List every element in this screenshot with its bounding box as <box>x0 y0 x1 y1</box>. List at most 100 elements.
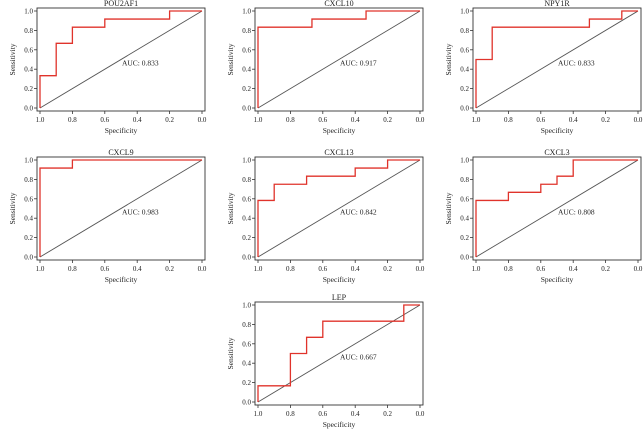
y-tick-label: 0.2 <box>242 234 251 242</box>
y-axis-label: Sensitivity <box>226 43 235 75</box>
x-tick-label: 0.4 <box>569 116 578 124</box>
x-tick-label: 0.0 <box>634 116 643 124</box>
auc-annotation: AUC: 0.667 <box>340 353 377 362</box>
roc-curve <box>257 304 420 402</box>
y-tick-label: 0.6 <box>24 46 33 54</box>
plot-frame <box>36 7 206 112</box>
x-tick-label: 1.0 <box>254 410 263 418</box>
roc-panel-cxcl9: 1.0 0.8 0.6 0.4 0.2 0.0 0.0 0.2 0.4 0.6 0.8 1.0 CXCL… <box>8 148 207 284</box>
y-tick-label: 0.6 <box>460 195 469 203</box>
x-tick-label: 0.8 <box>286 265 295 273</box>
reference-diagonal <box>39 10 203 109</box>
roc-curve <box>39 159 202 257</box>
reference-diagonal <box>475 10 639 109</box>
x-tick-label: 0.6 <box>318 410 327 418</box>
auc-annotation: AUC: 0.917 <box>340 59 377 68</box>
x-axis-label: Specificity <box>541 275 574 284</box>
y-tick-label: 0.8 <box>24 27 33 35</box>
x-tick-label: 0.8 <box>504 265 513 273</box>
auc-annotation: AUC: 0.833 <box>558 59 595 68</box>
roc-panel-cxcl3: 1.0 0.8 0.6 0.4 0.2 0.0 0.0 0.2 0.4 0.6 0.8 1.0 CXCL… <box>444 148 643 284</box>
roc-panel-pou2af1: 1.0 0.8 0.6 0.4 0.2 0.0 0.0 0.2 0.4 0.6 0.8 1.0 POU2… <box>8 0 207 135</box>
x-tick-label: 1.0 <box>472 116 481 124</box>
y-tick-label: 0.2 <box>242 379 251 387</box>
x-axis-label: Specificity <box>105 126 138 135</box>
x-tick-label: 0.6 <box>536 116 545 124</box>
plot-frame <box>472 156 642 261</box>
y-tick-label: 0.4 <box>24 215 33 223</box>
x-axis-label: Specificity <box>541 126 574 135</box>
x-tick-label: 0.2 <box>165 265 174 273</box>
roc-curve <box>39 10 202 108</box>
y-tick-label: 1.0 <box>460 157 469 165</box>
y-tick-label: 0.8 <box>460 27 469 35</box>
y-tick-label: 0.4 <box>460 215 469 223</box>
x-axis-label: Specificity <box>105 275 138 284</box>
y-tick-label: 0.6 <box>242 46 251 54</box>
y-tick-label: 0.6 <box>24 195 33 203</box>
y-tick-label: 0.8 <box>242 27 251 35</box>
x-tick-label: 0.8 <box>286 116 295 124</box>
x-tick-label: 0.6 <box>318 116 327 124</box>
y-tick-label: 0.4 <box>24 66 33 74</box>
x-axis-label: Specificity <box>323 126 356 135</box>
roc-curve <box>475 10 638 108</box>
y-axis-label: Sensitivity <box>444 192 453 224</box>
x-tick-label: 0.2 <box>601 265 610 273</box>
x-tick-label: 0.8 <box>68 116 77 124</box>
x-tick-label: 0.6 <box>536 265 545 273</box>
x-tick-label: 0.8 <box>68 265 77 273</box>
y-tick-label: 0.0 <box>24 254 33 262</box>
x-tick-label: 0.0 <box>198 116 207 124</box>
y-axis-label: Sensitivity <box>444 43 453 75</box>
y-tick-label: 0.8 <box>242 321 251 329</box>
y-tick-label: 0.6 <box>460 46 469 54</box>
x-tick-label: 0.6 <box>100 116 109 124</box>
y-tick-label: 1.0 <box>242 157 251 165</box>
x-tick-label: 0.4 <box>351 116 360 124</box>
panel-title: POU2AF1 <box>104 0 138 8</box>
x-tick-label: 0.6 <box>318 265 327 273</box>
y-tick-label: 0.4 <box>242 360 251 368</box>
x-tick-label: 0.2 <box>383 410 392 418</box>
reference-diagonal <box>39 159 203 258</box>
y-tick-label: 0.0 <box>242 399 251 407</box>
x-tick-label: 1.0 <box>36 116 45 124</box>
y-tick-label: 0.2 <box>460 234 469 242</box>
y-axis-label: Sensitivity <box>226 337 235 369</box>
x-tick-label: 0.0 <box>198 265 207 273</box>
plot-frame <box>254 156 424 261</box>
x-tick-label: 0.4 <box>569 265 578 273</box>
y-tick-label: 0.4 <box>460 66 469 74</box>
y-tick-label: 0.8 <box>242 176 251 184</box>
x-tick-label: 0.0 <box>416 265 425 273</box>
y-axis-label: Sensitivity <box>226 192 235 224</box>
x-tick-label: 0.0 <box>416 116 425 124</box>
panel-title: CXCL13 <box>324 148 353 157</box>
x-tick-label: 0.4 <box>133 265 142 273</box>
x-tick-label: 0.2 <box>165 116 174 124</box>
y-tick-label: 0.0 <box>242 254 251 262</box>
roc-panel-npy1r: 1.0 0.8 0.6 0.4 0.2 0.0 0.0 0.2 0.4 0.6 0.8 1.0 NPY1… <box>444 0 643 135</box>
panel-title: CXCL10 <box>324 0 353 8</box>
y-tick-label: 0.2 <box>242 85 251 93</box>
y-tick-label: 1.0 <box>24 157 33 165</box>
y-tick-label: 0.8 <box>24 176 33 184</box>
x-tick-label: 0.8 <box>504 116 513 124</box>
panel-title: NPY1R <box>544 0 570 8</box>
x-tick-label: 0.2 <box>383 265 392 273</box>
y-tick-label: 0.2 <box>24 85 33 93</box>
x-tick-label: 1.0 <box>36 265 45 273</box>
reference-diagonal <box>475 159 639 258</box>
y-tick-label: 0.0 <box>460 254 469 262</box>
reference-diagonal <box>257 10 421 109</box>
reference-diagonal <box>257 159 421 258</box>
panel-title: LEP <box>332 293 347 302</box>
panel-title: CXCL3 <box>544 148 569 157</box>
x-tick-label: 1.0 <box>254 265 263 273</box>
x-tick-label: 0.2 <box>383 116 392 124</box>
x-tick-label: 1.0 <box>472 265 481 273</box>
y-tick-label: 0.2 <box>24 234 33 242</box>
x-tick-label: 0.8 <box>286 410 295 418</box>
